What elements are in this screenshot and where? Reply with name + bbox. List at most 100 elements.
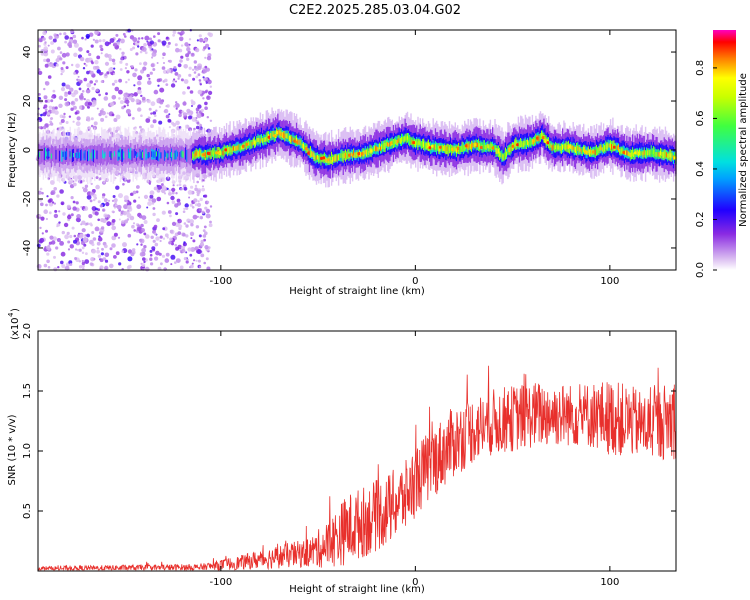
noise-speck	[177, 74, 182, 78]
noise-speck	[183, 241, 186, 244]
noise-speck	[162, 237, 166, 240]
noise-speck	[132, 190, 137, 195]
ridge-cell	[399, 138, 402, 145]
ridge-cell	[144, 145, 146, 167]
ridge-peak	[370, 149, 374, 153]
noise-speck	[188, 113, 191, 116]
noise-speck	[111, 219, 116, 223]
ridge-cell	[641, 151, 643, 156]
noise-speck	[156, 98, 160, 102]
noise-speck	[145, 118, 151, 123]
noise-speck	[148, 77, 151, 80]
noise-speck	[115, 251, 120, 256]
noise-speck	[117, 236, 121, 239]
noise-speck	[205, 81, 208, 85]
ridge-cell	[287, 133, 290, 140]
ridge-cell	[176, 151, 179, 157]
noise-speck	[100, 47, 104, 52]
ridge-cell	[111, 153, 113, 159]
noise-speck	[87, 87, 90, 90]
ridge-cell	[438, 145, 440, 152]
ridge-cell	[258, 137, 260, 142]
noise-speck	[44, 81, 50, 86]
ridge-cell	[503, 154, 506, 160]
ridge-cell	[157, 151, 159, 161]
ridge-cell	[496, 147, 499, 155]
noise-speck	[89, 199, 93, 203]
noise-speck	[119, 48, 122, 51]
ridge-cell	[514, 141, 516, 147]
noise-speck	[44, 99, 48, 103]
ridge-cell	[448, 147, 451, 151]
noise-speck	[130, 252, 135, 257]
ridge-cell	[510, 145, 513, 152]
noise-speck	[194, 184, 198, 188]
snr-ticks: -100 0 100 0.5 1.0 1.5 2.0	[22, 323, 676, 588]
noise-speck	[178, 36, 184, 42]
ridge-peak	[583, 150, 588, 154]
ridge-cell	[257, 137, 259, 142]
ridge-cell	[401, 137, 403, 143]
noise-speck	[136, 204, 142, 210]
ridge-cell	[453, 147, 455, 152]
noise-speck	[163, 192, 167, 195]
noise-speck	[178, 183, 182, 187]
ridge-cell	[472, 142, 474, 148]
ridge-cell	[271, 132, 273, 138]
ridge-cell	[664, 151, 667, 158]
noise-speck	[191, 105, 193, 107]
noise-speck	[48, 62, 54, 67]
noise-speck	[87, 105, 90, 109]
ridge-cell	[210, 152, 213, 157]
noise-speck	[93, 121, 98, 126]
noise-speck	[70, 196, 74, 200]
ridge-cell	[292, 136, 294, 141]
ridge-cell	[404, 134, 406, 141]
noise-speck	[97, 218, 100, 222]
ridge-cell	[159, 152, 161, 159]
noise-speck	[59, 189, 64, 194]
noise-speck	[111, 235, 117, 241]
noise-speck	[61, 230, 65, 235]
ridge-cell	[620, 148, 622, 155]
ridge-cell	[168, 147, 171, 165]
noise-speck	[72, 206, 77, 211]
ridge-cell	[604, 145, 606, 152]
ridge-cell	[460, 146, 462, 152]
noise-speck	[192, 214, 198, 220]
ridge-cell	[206, 152, 208, 157]
noise-speck	[100, 252, 104, 256]
ridge-cell	[425, 142, 427, 150]
noise-speck	[198, 34, 202, 38]
noise-speck	[183, 186, 188, 191]
ridge-cell	[283, 132, 285, 138]
noise-speck	[154, 242, 159, 247]
ridge-cell	[299, 139, 301, 146]
ridge-cell	[228, 147, 230, 154]
noise-speck	[162, 227, 166, 231]
noise-speck	[97, 200, 101, 204]
ridge-cell	[98, 144, 101, 163]
noise-speck	[96, 241, 101, 246]
noise-speck	[204, 101, 208, 106]
noise-speck	[60, 87, 66, 92]
noise-speck	[143, 61, 148, 66]
noise-speck	[86, 194, 92, 200]
noise-speck	[198, 208, 202, 212]
noise-speck	[190, 223, 194, 227]
noise-speck	[171, 191, 175, 195]
noise-speck	[153, 186, 158, 191]
ridge-peak	[568, 145, 572, 149]
noise-speck	[90, 60, 94, 63]
ridge-cell	[234, 146, 236, 151]
noise-speck	[68, 178, 74, 184]
noise-speck	[43, 87, 46, 91]
ridge-cell	[272, 131, 274, 137]
ridge-cell	[500, 152, 502, 158]
noise-speck	[62, 115, 66, 119]
noise-speck	[79, 233, 84, 239]
ridge-cell	[662, 152, 664, 159]
ridge-cell	[41, 145, 43, 163]
noise-speck	[185, 260, 189, 264]
ridge-cell	[333, 156, 335, 162]
